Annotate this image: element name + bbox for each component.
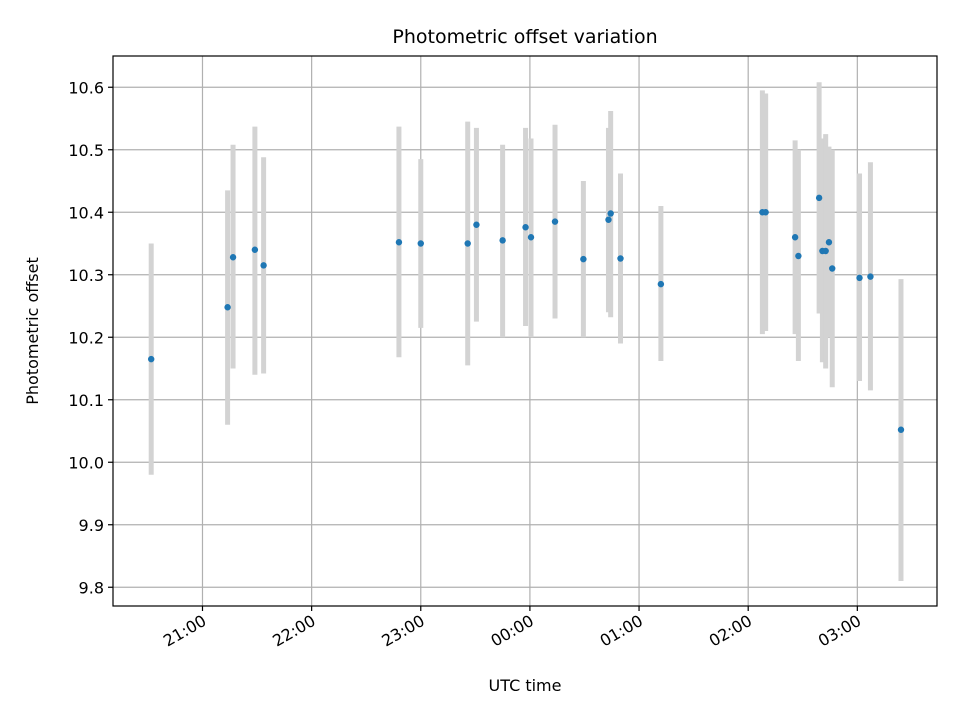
data-points bbox=[147, 194, 905, 433]
data-point bbox=[825, 239, 833, 246]
data-point bbox=[815, 194, 823, 202]
data-point bbox=[499, 237, 506, 244]
y-tick-label: 10.6 bbox=[68, 78, 104, 97]
y-tick-label: 10.3 bbox=[68, 266, 104, 285]
y-axis-label: Photometric offset bbox=[23, 257, 42, 405]
y-tick-label: 9.8 bbox=[79, 578, 104, 597]
data-point bbox=[791, 234, 799, 241]
y-tick-label: 10.2 bbox=[68, 328, 104, 347]
data-point bbox=[147, 355, 155, 363]
y-tick-label: 9.9 bbox=[79, 516, 104, 535]
plot-frame bbox=[112, 55, 938, 607]
data-point bbox=[551, 218, 559, 225]
data-point bbox=[395, 239, 403, 246]
data-point bbox=[897, 426, 905, 433]
data-point bbox=[224, 304, 231, 311]
data-point bbox=[617, 255, 624, 262]
chart-title: Photometric offset variation bbox=[392, 26, 657, 48]
data-point bbox=[856, 274, 863, 282]
data-point bbox=[605, 216, 612, 223]
data-point bbox=[527, 234, 535, 241]
y-tick-label: 10.4 bbox=[68, 203, 104, 222]
y-tick-label: 10.1 bbox=[68, 391, 104, 410]
data-point bbox=[229, 254, 237, 261]
y-tick-label: 10.5 bbox=[68, 141, 104, 160]
y-tick-label: 10.0 bbox=[68, 453, 104, 472]
y-axis: 9.8 9.9 10.0 10.1 10.2 10.3 10.4 10.5 10.6 bbox=[68, 78, 113, 597]
data-point bbox=[867, 273, 874, 280]
data-point bbox=[260, 262, 267, 269]
x-axis-label: UTC time bbox=[489, 676, 562, 695]
data-point bbox=[251, 246, 259, 253]
data-point bbox=[795, 252, 802, 260]
data-point bbox=[473, 221, 480, 228]
data-point bbox=[580, 255, 587, 263]
data-point bbox=[464, 240, 471, 247]
data-point bbox=[657, 280, 665, 288]
data-point bbox=[829, 265, 836, 272]
data-point bbox=[522, 224, 529, 231]
data-point bbox=[822, 247, 829, 255]
data-point bbox=[607, 210, 614, 217]
data-point bbox=[762, 209, 769, 216]
data-point bbox=[417, 240, 424, 247]
